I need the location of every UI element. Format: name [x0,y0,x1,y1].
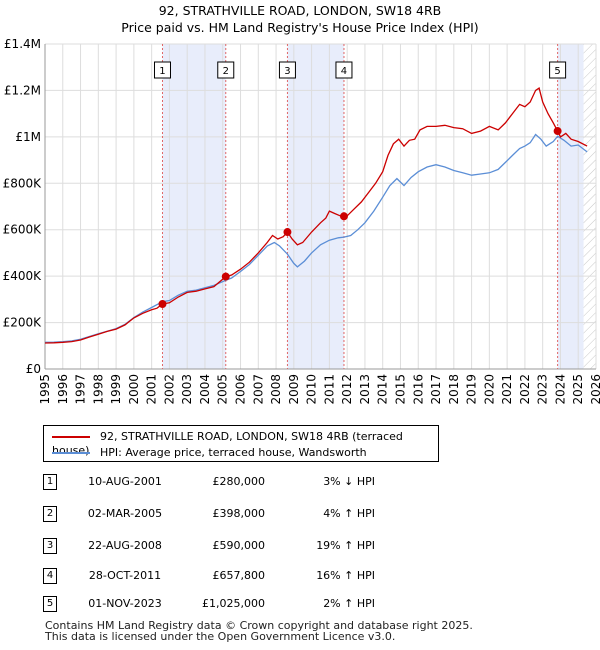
x-tick-label: 2012 [340,374,354,405]
transaction-row: 2 02-MAR-2005 £398,000 4% ↑ HPI [40,506,540,522]
sale-point [553,127,562,136]
chart: £0 £200K £400K £600K £800K £1M £1.2M £1.4M 1995 1… [3,37,600,405]
legend-label-hpi: HPI: Average price, terraced house, Wand… [100,446,367,459]
y-tick-label: £1.2M [4,83,41,97]
x-tick-label: 2016 [411,374,425,405]
y-tick-label: £800K [3,176,43,190]
sale-label-box [153,61,171,79]
transaction-number: 3 [43,538,57,554]
footer-line-1: Contains HM Land Registry data © Crown c… [45,619,473,632]
transaction-price: £590,000 [212,539,266,552]
x-tick-label: 2026 [589,374,600,405]
transaction-date: 01-NOV-2023 [88,597,162,610]
transaction-date: 22-AUG-2008 [88,539,162,552]
transaction-number: 1 [43,474,57,490]
transaction-price: £398,000 [212,507,266,520]
transaction-price: £657,800 [212,569,266,582]
footer-line-2: This data is licensed under the Open Gov… [45,630,396,643]
transaction-hpi: 16% ↑ HPI [316,569,375,582]
transaction-date: 28-OCT-2011 [88,569,162,582]
transaction-hpi: 2% ↑ HPI [323,597,375,610]
transaction-number: 5 [43,596,57,612]
hpi-line [44,133,588,343]
x-tick-label: 1997 [74,374,88,405]
sale-label-number: 3 [284,66,290,77]
sale-label-number: 5 [554,66,560,77]
sale-label-box [549,61,567,79]
sale-point [283,228,292,237]
legend-swatch-hpi [52,452,90,454]
sale-point [158,300,167,308]
title-line-2: Price paid vs. HM Land Registry's House … [121,20,479,35]
y-tick-label: £1M [15,130,41,144]
x-tick-label: 2022 [518,374,532,405]
x-tick-label: 2006 [234,374,248,405]
sale-label-number: 2 [223,66,229,77]
transaction-row: 3 22-AUG-2008 £590,000 19% ↑ HPI [40,538,540,554]
x-tick-label: 2003 [180,374,194,405]
transaction-hpi: 4% ↑ HPI [323,507,375,520]
transaction-number: 2 [43,506,57,522]
x-tick-label: 2000 [127,374,141,405]
sale-label-number: 1 [159,66,165,77]
y-tick-label: £200K [3,316,43,330]
x-tick-label: 2018 [447,374,461,405]
y-tick-label: £600K [3,223,43,237]
x-tick-label: 2014 [376,374,390,405]
x-tick-label: 2019 [465,374,479,405]
forecast-hatch [583,44,596,369]
shaded-period [557,44,584,369]
transaction-row: 4 28-OCT-2011 £657,800 16% ↑ HPI [40,568,540,584]
x-tick-label: 1999 [109,374,123,405]
y-tick-label: £400K [3,269,43,283]
legend-item-property: 92, STRATHVILLE ROAD, LONDON, SW18 4RB (… [52,430,438,457]
shaded-period [162,44,226,369]
shaded-period [287,44,344,369]
x-tick-label: 2004 [198,374,212,405]
sale-label-box [217,61,235,79]
transaction-date: 10-AUG-2001 [88,475,162,488]
x-tick-label: 2011 [322,374,336,405]
transaction-row: 5 01-NOV-2023 £1,025,000 2% ↑ HPI [40,596,540,612]
chart-title: 92, STRATHVILLE ROAD, LONDON, SW18 4RB P… [0,2,600,36]
legend-item-hpi: HPI: Average price, terraced house, Wand… [52,446,367,460]
x-tick-label: 2008 [269,374,283,405]
x-tick-label: 2021 [500,374,514,405]
x-tick-label: 1998 [91,374,105,405]
transaction-date: 02-MAR-2005 [87,507,163,520]
x-tick-label: 1996 [56,374,70,405]
sale-point [339,212,348,221]
x-tick-label: 2023 [536,374,550,405]
transaction-price: £1,025,000 [202,597,265,610]
footer: Contains HM Land Registry data © Crown c… [45,620,473,642]
x-tick-label: 2025 [571,374,585,405]
x-tick-label: 2001 [145,374,159,405]
title-line-1: 92, STRATHVILLE ROAD, LONDON, SW18 4RB [158,3,442,18]
y-tick-label: £0 [26,362,41,376]
transaction-row: 1 10-AUG-2001 £280,000 3% ↓ HPI [40,474,540,490]
transaction-price: £280,000 [212,475,266,488]
legend: 92, STRATHVILLE ROAD, LONDON, SW18 4RB (… [43,425,439,462]
transaction-hpi: 3% ↓ HPI [323,475,375,488]
transaction-number: 4 [43,568,57,584]
y-tick-label: £1.4M [4,37,41,51]
x-tick-label: 2015 [393,374,407,405]
x-tick-label: 2017 [429,374,443,405]
x-tick-label: 2013 [358,374,372,405]
x-tick-label: 1995 [38,374,52,405]
x-tick-label: 2020 [482,374,496,405]
x-tick-label: 2024 [553,374,567,405]
x-tick-label: 2002 [162,374,176,405]
x-tick-label: 2010 [305,374,319,405]
x-tick-label: 2007 [251,374,265,405]
sale-label-number: 4 [341,66,347,77]
x-tick-label: 2009 [287,374,301,405]
sale-label-box [278,61,296,79]
sale-point [221,272,230,281]
legend-swatch-property [52,436,90,438]
sale-label-box [335,61,353,79]
x-tick-label: 2005 [216,374,230,405]
transaction-hpi: 19% ↑ HPI [316,539,375,552]
